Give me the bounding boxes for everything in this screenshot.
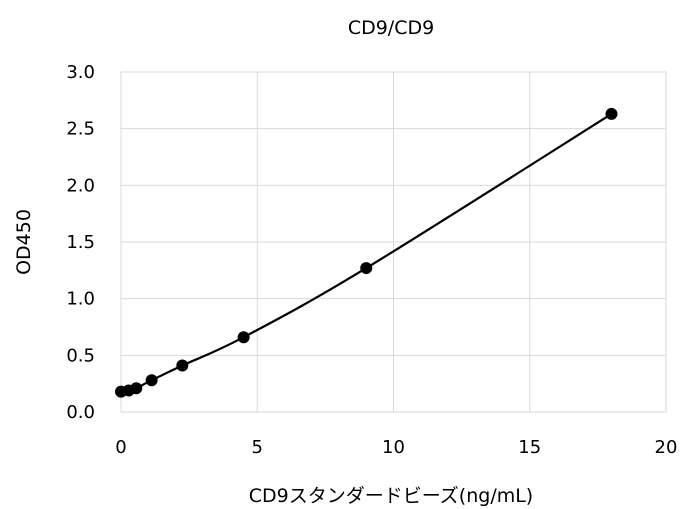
tick-labels: 0.0 0.5 1.0 1.5 2.0 2.5 3.0 0 5 10 15 20 bbox=[66, 62, 677, 458]
data-point bbox=[130, 382, 143, 395]
data-point bbox=[145, 374, 158, 387]
y-axis-label: OD450 bbox=[13, 209, 35, 275]
y-tick-label: 1.5 bbox=[66, 232, 95, 253]
data-point bbox=[176, 359, 189, 372]
chart-title: CD9/CD9 bbox=[348, 17, 434, 39]
series-layer bbox=[115, 107, 618, 398]
data-point bbox=[360, 262, 373, 275]
y-tick-label: 3.0 bbox=[66, 62, 95, 83]
y-tick-label: 2.0 bbox=[66, 175, 95, 196]
gridlines bbox=[120, 71, 667, 413]
series-line bbox=[120, 113, 613, 393]
y-tick-label: 1.0 bbox=[66, 289, 95, 310]
data-point bbox=[605, 107, 618, 120]
y-tick-label: 0.5 bbox=[66, 345, 95, 366]
x-tick-label: 0 bbox=[115, 437, 126, 458]
y-tick-label: 2.5 bbox=[66, 119, 95, 140]
y-tick-label: 0.0 bbox=[66, 402, 95, 423]
x-tick-label: 20 bbox=[655, 437, 678, 458]
x-tick-label: 5 bbox=[252, 437, 263, 458]
x-axis-label: CD9スタンダードビーズ(ng/mL) bbox=[249, 485, 533, 507]
data-point bbox=[237, 331, 250, 344]
x-tick-label: 10 bbox=[382, 437, 405, 458]
x-tick-label: 15 bbox=[518, 437, 541, 458]
